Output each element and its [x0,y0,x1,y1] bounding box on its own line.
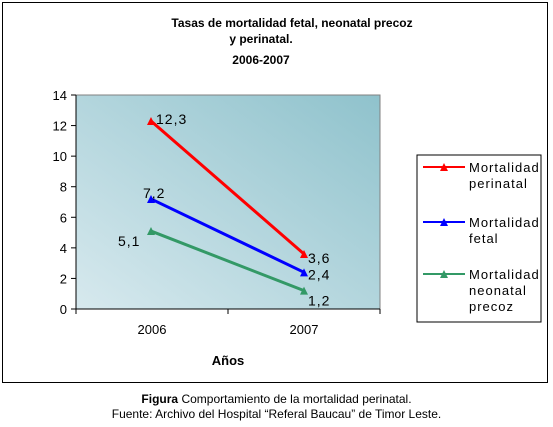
y-tick-label: 0 [60,302,67,317]
legend-box [416,154,542,323]
data-label: 5,1 [118,233,140,249]
legend-marker [440,218,448,226]
legend-label: Mortalidad [469,267,540,282]
legend-label: perinatal [469,176,528,191]
data-label: 12,3 [156,111,187,127]
chart-frame: Tasas de mortalidad fetal, neonatal prec… [2,2,548,383]
x-axis-title: Años [212,353,245,368]
data-point-marker [300,286,308,295]
y-tick-label: 14 [53,88,67,103]
figure-label: Figura [141,392,179,406]
y-tick-label: 10 [53,149,67,164]
y-tick-label: 12 [53,119,67,134]
figure-caption-text: Comportamiento de la mortalidad perinata… [181,392,412,406]
legend-marker [440,270,448,278]
legend-label: precoz [469,299,514,314]
series-0: 12,3 3,6 [147,111,330,266]
data-point-marker [300,249,308,258]
series-line [150,197,305,274]
data-label: 3,6 [308,250,330,266]
legend-label: neonatal [469,283,527,298]
legend-label: fetal [469,231,499,246]
data-label: 1,2 [308,293,330,309]
y-tick-label: 4 [60,241,67,256]
line-chart: Tasas de mortalidad fetal, neonatal prec… [53,16,542,368]
chart-title-line-3: 2006-2007 [232,53,290,67]
y-tick-label: 2 [60,271,67,286]
series-1: 7,2 2,4 [143,185,330,282]
chart-title-line-2: y perinatal. [229,32,292,46]
y-tick-label: 8 [60,180,67,195]
figure-source: Fuente: Archivo del Hospital “Referal Ba… [111,407,442,421]
data-point-marker [147,116,155,125]
x-axis: 2006 2007 [75,308,381,337]
y-tick-label: 6 [60,210,67,225]
figure-caption: Figura Comportamiento de la mortalidad p… [0,392,553,406]
series-2: 5,1 1,2 [118,227,330,309]
data-label: 7,2 [143,185,165,201]
data-point-marker [300,268,308,277]
data-point-marker [147,194,155,203]
x-tick-label: 2006 [138,322,167,337]
legend-label: Mortalidad [469,215,540,230]
legend-label: Mortalidad [469,160,540,175]
data-point-marker [147,227,155,236]
series-line [150,119,305,256]
x-tick-label: 2007 [290,322,319,337]
y-axis: 0 2 4 6 8 10 12 14 [53,88,77,317]
series-layer: 12,3 3,6 7,2 2,4 5,1 1,2 [118,111,330,309]
legend: MortalidadperinatalMortalidadfetalMortal… [416,154,542,323]
legend-marker [440,163,448,171]
plot-area [75,94,381,310]
data-label: 2,4 [308,266,330,282]
series-line [150,229,305,293]
chart-title-line-1: Tasas de mortalidad fetal, neonatal prec… [171,16,412,30]
